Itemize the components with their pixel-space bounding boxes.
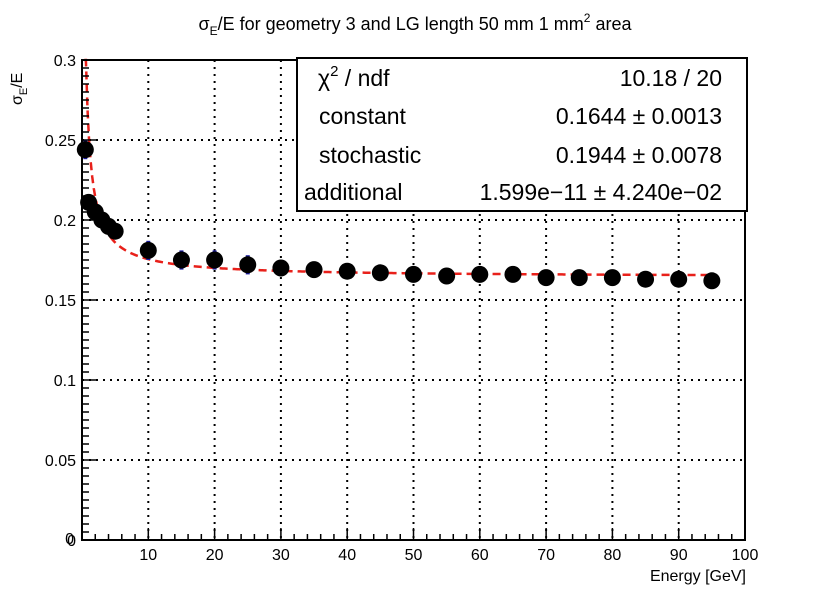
data-point: [604, 269, 621, 286]
data-point: [571, 269, 588, 286]
data-point: [670, 271, 687, 288]
stats-stochastic-value: 0.1944 ± 0.0078: [556, 142, 722, 168]
data-point: [703, 272, 720, 289]
stats-stochastic-label: stochastic: [319, 142, 421, 168]
data-point: [140, 242, 157, 259]
y-tick-label: 0.25: [45, 133, 76, 150]
data-point: [471, 266, 488, 283]
stats-additional-label: additional: [304, 179, 402, 205]
y-tick-label: 0.3: [54, 53, 76, 70]
data-point: [339, 263, 356, 280]
x-tick-label: 40: [338, 547, 356, 564]
y-tick-label: 0.2: [54, 213, 76, 230]
y-tick-label: 0.15: [45, 293, 76, 310]
y-axis-title: σE/E: [9, 73, 30, 105]
resolution-chart: σE/E for geometry 3 and LG length 50 mm …: [0, 0, 831, 599]
data-point: [272, 260, 289, 277]
data-point: [637, 271, 654, 288]
stats-constant-value: 0.1644 ± 0.0013: [556, 103, 722, 129]
stats-constant-label: constant: [319, 103, 407, 129]
stats-box: χ2 / ndf 10.18 / 20 constant 0.1644 ± 0.…: [297, 58, 747, 211]
data-point: [306, 261, 323, 278]
x-tick-label: 80: [604, 547, 622, 564]
stats-chi2-value: 10.18 / 20: [620, 65, 722, 91]
x-tick-label: 90: [670, 547, 688, 564]
stats-additional-value: 1.599e−11 ± 4.240e−02: [480, 179, 722, 205]
data-point: [173, 252, 190, 269]
x-tick-label: 30: [272, 547, 290, 564]
data-point: [206, 252, 223, 269]
y-tick-label: 0.05: [45, 453, 76, 470]
x-tick-label: 70: [537, 547, 555, 564]
y-tick-label: 0: [67, 533, 76, 550]
chart-title: σE/E for geometry 3 and LG length 50 mm …: [198, 11, 632, 38]
data-point: [107, 223, 124, 240]
y-tick-label: 0.1: [54, 373, 76, 390]
data-point: [372, 264, 389, 281]
x-tick-label: 20: [206, 547, 224, 564]
data-point: [239, 256, 256, 273]
data-point: [405, 266, 422, 283]
data-point: [438, 268, 455, 285]
stats-chi2-label: χ2 / ndf: [318, 63, 390, 91]
x-tick-label: 100: [732, 547, 759, 564]
data-point: [538, 269, 555, 286]
x-axis-title: Energy [GeV]: [650, 568, 746, 585]
x-tick-label: 50: [405, 547, 423, 564]
x-tick-label: 60: [471, 547, 489, 564]
data-point: [504, 266, 521, 283]
x-tick-label: 10: [139, 547, 157, 564]
